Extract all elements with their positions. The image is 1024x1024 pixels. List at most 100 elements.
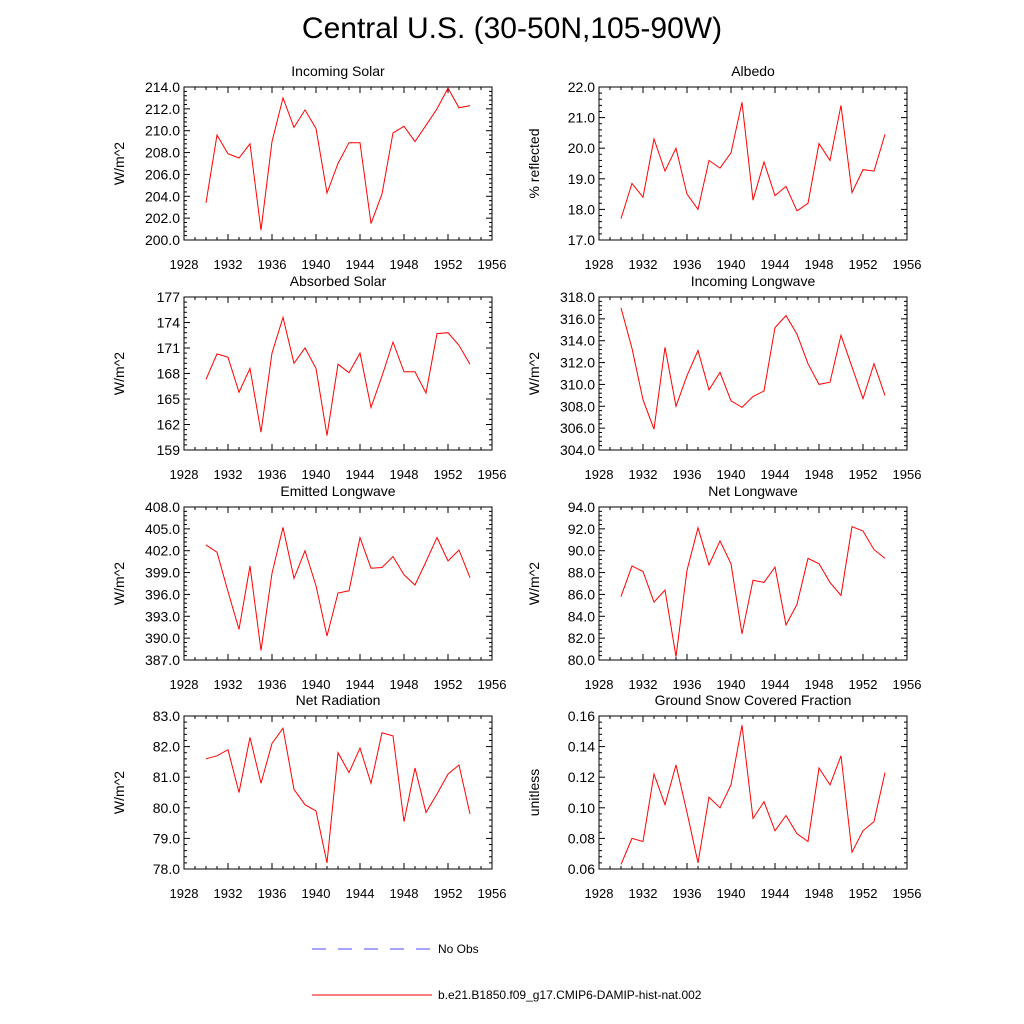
panel-3-xtick-label: 1948 <box>390 467 419 482</box>
panel-4-ytick-label: 316.0 <box>560 311 595 327</box>
panel-5-ytick-label: 408.0 <box>145 499 180 515</box>
panel-5-ytick-label: 396.0 <box>145 586 180 602</box>
panel-3-xtick-label: 1932 <box>214 467 243 482</box>
panel-8-ytick-label: 0.10 <box>568 800 595 816</box>
panel-4-xtick-label: 1932 <box>629 467 658 482</box>
panel-8-xtick-label: 1928 <box>585 886 614 901</box>
panel-1-xtick-label: 1932 <box>214 257 243 272</box>
panel-4-ytick-label: 306.0 <box>560 420 595 436</box>
panel-7-ytick-label: 79.0 <box>153 830 180 846</box>
panel-5-xtick-label: 1940 <box>302 677 331 692</box>
panel-3-ytick-label: 159 <box>157 442 181 458</box>
panel-8-ytick-label: 0.12 <box>568 769 595 785</box>
panel-6-xtick-label: 1932 <box>629 677 658 692</box>
panel-5-xtick-label: 1948 <box>390 677 419 692</box>
panel-7-xtick-label: 1956 <box>478 886 507 901</box>
panel-4-ytick-label: 304.0 <box>560 442 595 458</box>
panel-8-series-line <box>620 725 886 865</box>
panel-1-series-line <box>205 87 471 231</box>
panel-6-ylabel: W/m^2 <box>526 562 542 605</box>
panel-1-ytick-label: 202.0 <box>145 210 180 226</box>
panel-5-ytick-label: 390.0 <box>145 630 180 646</box>
panel-8-title: Ground Snow Covered Fraction <box>655 692 852 708</box>
panel-4-xtick-label: 1936 <box>673 467 702 482</box>
panel-5-series-line <box>205 527 471 651</box>
panel-2-ytick-label: 18.0 <box>568 201 595 217</box>
panel-1-ylabel: W/m^2 <box>111 142 127 185</box>
panel-6-ytick-label: 84.0 <box>568 608 595 624</box>
panel-2-xtick-label: 1928 <box>585 257 614 272</box>
panel-8-ytick-label: 0.16 <box>568 708 595 724</box>
panel-6-xtick-label: 1956 <box>893 677 922 692</box>
panel-7-title: Net Radiation <box>296 692 381 708</box>
panel-4-frame <box>598 296 908 451</box>
panel-1-xtick-label: 1940 <box>302 257 331 272</box>
panel-2-ytick-label: 17.0 <box>568 232 595 248</box>
panel-8-frame <box>598 715 908 870</box>
panel-7-xtick-label: 1932 <box>214 886 243 901</box>
panel-6-xtick-label: 1928 <box>585 677 614 692</box>
panel-2-xtick-label: 1956 <box>893 257 922 272</box>
panel-1-ytick-label: 208.0 <box>145 145 180 161</box>
panel-3-xtick-label: 1952 <box>434 467 463 482</box>
panel-7-ytick-label: 83.0 <box>153 708 180 724</box>
panel-5-xtick-label: 1956 <box>478 677 507 692</box>
panel-1-title: Incoming Solar <box>291 63 385 79</box>
panel-5-ytick-label: 402.0 <box>145 543 180 559</box>
panel-7-ytick-label: 80.0 <box>153 800 180 816</box>
panel-1-ytick-label: 206.0 <box>145 166 180 182</box>
panel-4-ylabel: W/m^2 <box>526 352 542 395</box>
panel-2-ytick-label: 19.0 <box>568 171 595 187</box>
panel-4-xtick-label: 1956 <box>893 467 922 482</box>
panel-6-xtick-label: 1944 <box>761 677 790 692</box>
panel-7-series-line <box>205 726 471 864</box>
panel-6-xtick-label: 1940 <box>717 677 746 692</box>
panel-1-ytick-label: 200.0 <box>145 232 180 248</box>
panel-2-xtick-label: 1952 <box>849 257 878 272</box>
panel-7-ylabel: W/m^2 <box>111 771 127 814</box>
panel-2-xtick-label: 1940 <box>717 257 746 272</box>
panel-1-xtick-label: 1948 <box>390 257 419 272</box>
panel-4-xtick-label: 1952 <box>849 467 878 482</box>
panel-4-xtick-label: 1948 <box>805 467 834 482</box>
panel-3-xtick-label: 1928 <box>170 467 199 482</box>
panel-3-ytick-label: 174 <box>157 315 181 331</box>
panel-4-title: Incoming Longwave <box>691 273 816 289</box>
panel-3-ytick-label: 171 <box>157 340 181 356</box>
panel-8-ylabel: unitless <box>526 769 542 816</box>
panel-8-xtick-label: 1940 <box>717 886 746 901</box>
panel-8-xtick-label: 1952 <box>849 886 878 901</box>
panel-3-xtick-label: 1936 <box>258 467 287 482</box>
panel-5-xtick-label: 1952 <box>434 677 463 692</box>
panel-2-ytick-label: 20.0 <box>568 140 595 156</box>
panel-7-xtick-label: 1936 <box>258 886 287 901</box>
panel-8-ytick-label: 0.06 <box>568 861 595 877</box>
panel-2-ytick-label: 21.0 <box>568 110 595 126</box>
panel-6-ytick-label: 92.0 <box>568 521 595 537</box>
panel-6-ytick-label: 80.0 <box>568 652 595 668</box>
panel-6-ytick-label: 82.0 <box>568 630 595 646</box>
panel-5-ytick-label: 393.0 <box>145 608 180 624</box>
panel-8-xtick-label: 1944 <box>761 886 790 901</box>
panel-1-xtick-label: 1952 <box>434 257 463 272</box>
panel-4-series-line <box>620 307 886 430</box>
panel-7-xtick-label: 1952 <box>434 886 463 901</box>
panel-4-xtick-label: 1928 <box>585 467 614 482</box>
panel-3-frame <box>183 296 493 451</box>
panel-5-ytick-label: 399.0 <box>145 565 180 581</box>
panel-3-ytick-label: 165 <box>157 391 181 407</box>
panel-3-xtick-label: 1956 <box>478 467 507 482</box>
panel-1-xtick-label: 1944 <box>346 257 375 272</box>
panel-1-xtick-label: 1936 <box>258 257 287 272</box>
panel-3-ytick-label: 162 <box>157 417 181 433</box>
panel-6-xtick-label: 1936 <box>673 677 702 692</box>
panel-1-ytick-label: 212.0 <box>145 101 180 117</box>
panel-1-ytick-label: 210.0 <box>145 123 180 139</box>
panel-6-xtick-label: 1952 <box>849 677 878 692</box>
panel-1-xtick-label: 1956 <box>478 257 507 272</box>
panel-4-ytick-label: 312.0 <box>560 355 595 371</box>
panel-8-ytick-label: 0.08 <box>568 830 595 846</box>
panel-5-ylabel: W/m^2 <box>111 562 127 605</box>
panel-3-ylabel: W/m^2 <box>111 352 127 395</box>
panel-5-xtick-label: 1936 <box>258 677 287 692</box>
